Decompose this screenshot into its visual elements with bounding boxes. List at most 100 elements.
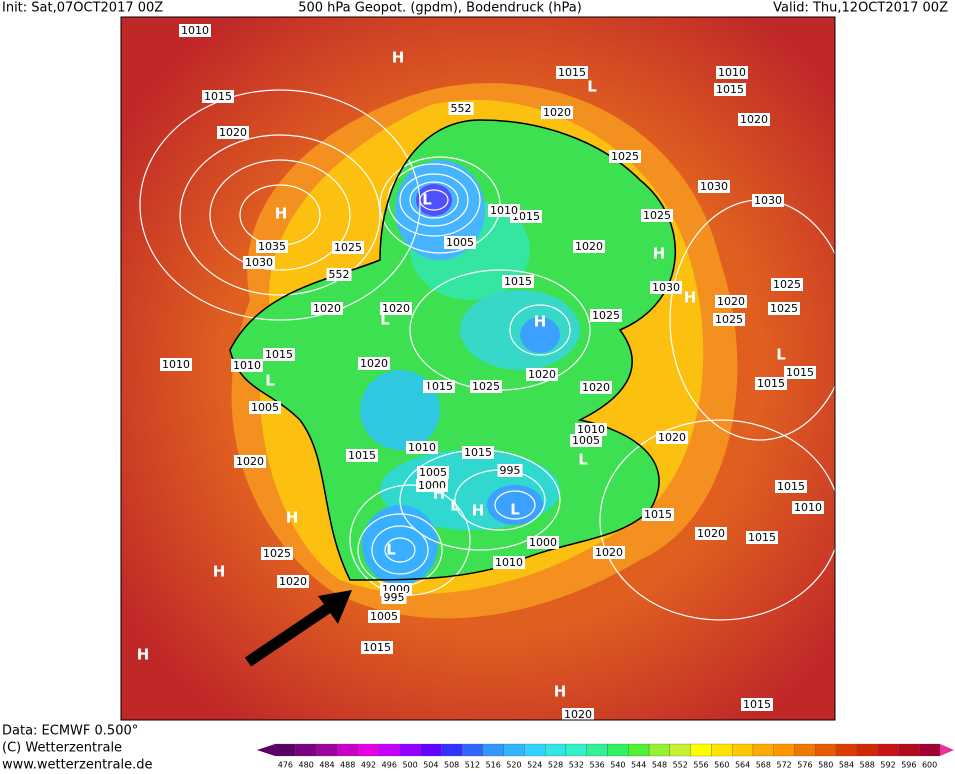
isobar-label: 552 — [329, 268, 350, 281]
colorbar-label: 520 — [506, 761, 521, 770]
isobar-label-box — [650, 281, 682, 294]
colorbar-cell — [274, 743, 296, 757]
isobar-label: 1020 — [564, 708, 592, 721]
colorbar-cell — [337, 743, 359, 757]
pressure-center: H — [213, 563, 226, 581]
colorbar-cell — [919, 743, 941, 757]
isobar-label-box — [527, 536, 559, 549]
isobar-label-box — [417, 466, 449, 479]
pressure-center: L — [386, 541, 396, 559]
isobar-label: 1020 — [528, 368, 556, 381]
isobar-label: 552 — [451, 102, 472, 115]
isobar-label-box — [792, 501, 824, 514]
isobar-label: 1005 — [572, 434, 600, 447]
colorbar-label: 596 — [901, 761, 916, 770]
colorbar-label: 576 — [797, 761, 812, 770]
pressure-center: H — [392, 49, 405, 67]
isobar-label: 1015 — [777, 480, 805, 493]
colorbar-cell — [482, 743, 504, 757]
isobar-label: 1020 — [740, 113, 768, 126]
isobar-label-box — [234, 455, 266, 468]
isobar-label: 1025 — [592, 309, 620, 322]
colorbar-cell — [295, 743, 317, 757]
pressure-center: L — [265, 372, 275, 390]
isobar-label: 1025 — [773, 278, 801, 291]
colorbar-cell — [815, 743, 837, 757]
colorbar-label: 548 — [652, 761, 667, 770]
colorbar-label: 480 — [299, 761, 314, 770]
isobar-label: 1015 — [558, 66, 586, 79]
isobar-label-box — [715, 295, 747, 308]
isobar-label-box — [713, 313, 745, 326]
colorbar-cell — [898, 743, 920, 757]
isobar-label-box — [526, 368, 558, 381]
isobar-label: 1015 — [757, 377, 785, 390]
colorbar-cell — [835, 743, 858, 757]
isobar-label-box — [462, 446, 494, 459]
isobar-label-box — [642, 508, 674, 521]
isobar-label-box — [406, 441, 438, 454]
isobar-label: 1030 — [652, 281, 680, 294]
valid-text: Valid: Thu,12OCT2017 00Z — [773, 1, 948, 16]
pressure-center: H — [534, 313, 547, 331]
isobar-label: 1005 — [251, 401, 279, 414]
isobar-label: 1025 — [611, 150, 639, 163]
isobar-label: 1010 — [718, 66, 746, 79]
isobar-label-box — [160, 358, 192, 371]
colorbar-label: 564 — [735, 761, 750, 770]
isobar-label: 1025 — [770, 302, 798, 315]
isobar-label-box — [231, 359, 263, 372]
isobar-label-box — [502, 275, 534, 288]
colorbar-label: 500 — [402, 761, 417, 770]
colorbar-cell — [399, 743, 421, 757]
colorbar-label: 544 — [631, 761, 646, 770]
isobar-label: 1020 — [717, 295, 745, 308]
pressure-center: L — [578, 451, 588, 469]
isobar-label-box — [179, 24, 211, 37]
isobar-label-box — [609, 150, 641, 163]
pressure-center: L — [587, 78, 597, 96]
isobar-label-box — [775, 480, 807, 493]
isobar-label: 1005 — [419, 466, 447, 479]
isobar-label: 1030 — [754, 194, 782, 207]
isobar-label-box — [380, 302, 412, 315]
isobar-label-box — [243, 256, 275, 269]
isobar-label: 1015 — [743, 698, 771, 711]
colorbar-cell — [357, 743, 380, 757]
colorbar-label: 588 — [860, 761, 875, 770]
isobar-label: 1025 — [334, 241, 362, 254]
colorbar-cell — [607, 743, 629, 757]
isobar-label: 1020 — [582, 381, 610, 394]
isobar-label-box — [590, 309, 622, 322]
colorbar-cell — [732, 743, 754, 757]
isobar-label: 1030 — [245, 256, 273, 269]
colorbar-cell — [794, 743, 816, 757]
isobar-label: 1015 — [425, 380, 453, 393]
colorbar-label: 552 — [673, 761, 688, 770]
isobar-label-box — [570, 434, 602, 447]
colorbar-end — [257, 744, 275, 756]
isobar-label-box — [381, 591, 407, 604]
colorbar-label: 516 — [486, 761, 501, 770]
isobar-label-box — [771, 278, 803, 291]
colorbar-cell — [461, 743, 483, 757]
isobar-label: 1025 — [643, 209, 671, 222]
pressure-center: H — [472, 502, 485, 520]
colorbar-label: 492 — [361, 761, 376, 770]
colorbar-cell — [545, 743, 567, 757]
colorbar-label: 508 — [444, 761, 459, 770]
url: www.wetterzentrale.de — [2, 758, 152, 771]
colorbar-label: 484 — [319, 761, 334, 770]
isobar-label-box — [358, 357, 390, 370]
colorbar-cell — [565, 743, 587, 757]
isobar-label-box — [361, 641, 393, 654]
isobar-label: 1035 — [258, 240, 286, 253]
colorbar-label: 580 — [818, 761, 833, 770]
isobar-label: 1030 — [700, 180, 728, 193]
isobar-label-box — [261, 547, 293, 560]
isobar-label-box — [752, 194, 784, 207]
isobar-label: 1015 — [464, 446, 492, 459]
isobar-label: 1020 — [236, 455, 264, 468]
isobar-label: 1010 — [233, 359, 261, 372]
